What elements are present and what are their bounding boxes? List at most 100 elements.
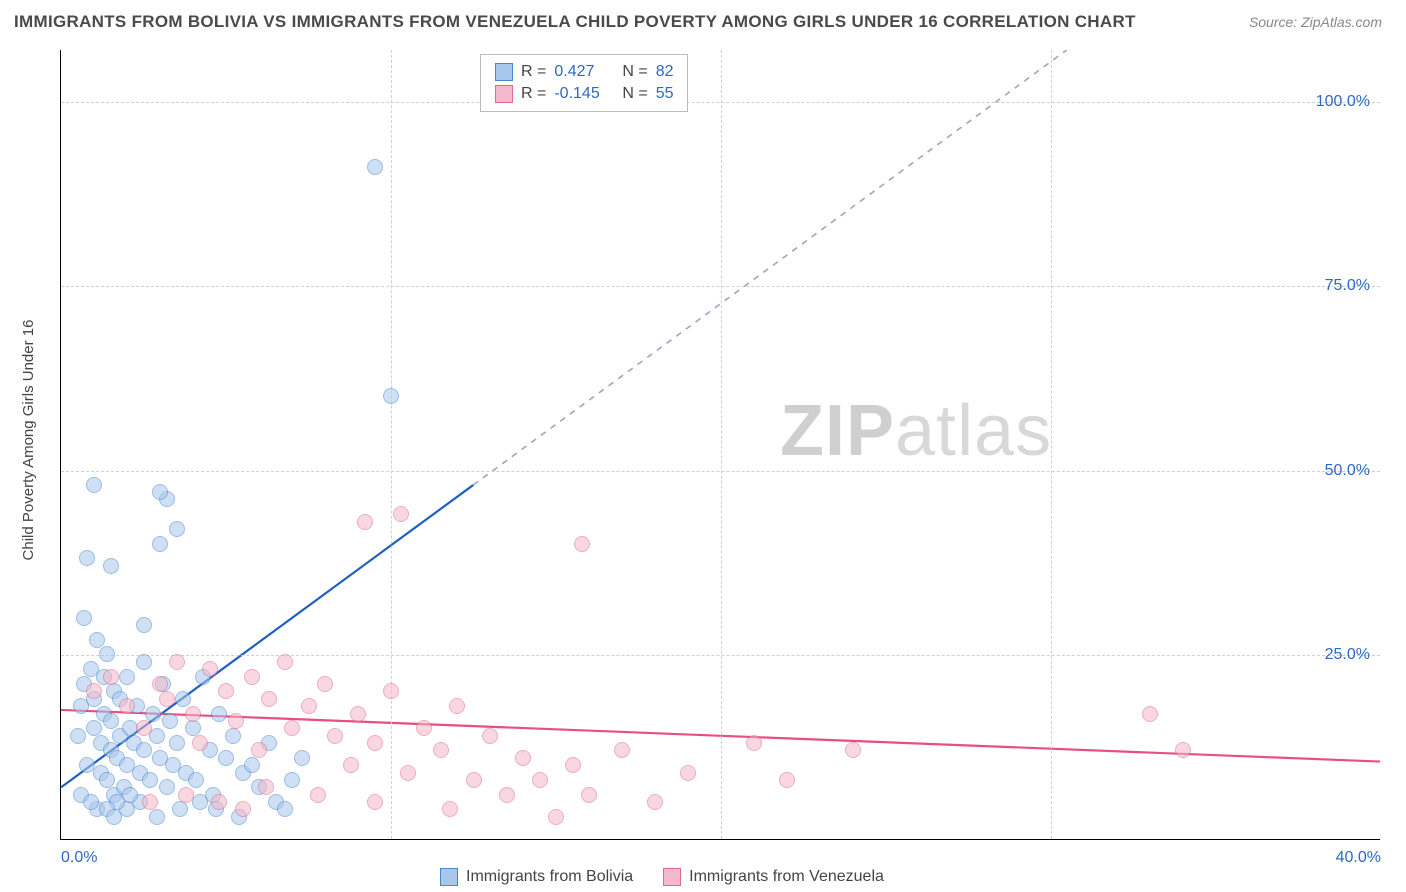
- scatter-point: [261, 691, 277, 707]
- scatter-point: [218, 750, 234, 766]
- x-tick-label: 0.0%: [61, 849, 97, 867]
- scatter-point: [258, 779, 274, 795]
- scatter-point: [202, 661, 218, 677]
- scatter-point: [845, 742, 861, 758]
- scatter-point: [228, 713, 244, 729]
- scatter-point: [218, 683, 234, 699]
- y-tick-label: 100.0%: [1316, 93, 1370, 111]
- scatter-point: [400, 765, 416, 781]
- scatter-point: [136, 720, 152, 736]
- scatter-point: [103, 669, 119, 685]
- scatter-point: [169, 735, 185, 751]
- scatter-point: [357, 514, 373, 530]
- scatter-point: [159, 779, 175, 795]
- scatter-point: [244, 669, 260, 685]
- scatter-point: [277, 801, 293, 817]
- scatter-point: [581, 787, 597, 803]
- scatter-point: [367, 794, 383, 810]
- scatter-point: [416, 720, 432, 736]
- legend-series: Immigrants from Bolivia Immigrants from V…: [440, 868, 884, 886]
- legend-n-label: N =: [622, 85, 647, 103]
- scatter-point: [185, 706, 201, 722]
- scatter-point: [175, 691, 191, 707]
- legend-series-label: Immigrants from Venezuela: [689, 868, 884, 886]
- scatter-point: [393, 506, 409, 522]
- scatter-point: [89, 632, 105, 648]
- scatter-point: [86, 720, 102, 736]
- scatter-point: [119, 698, 135, 714]
- y-axis-label: Child Poverty Among Girls Under 16: [20, 320, 37, 561]
- scatter-point: [79, 550, 95, 566]
- scatter-point: [119, 669, 135, 685]
- legend-stat-row: R =-0.145N =55: [495, 83, 673, 105]
- scatter-point: [211, 794, 227, 810]
- watermark: ZIPatlas: [780, 390, 1052, 472]
- scatter-point: [482, 728, 498, 744]
- scatter-point: [251, 742, 267, 758]
- legend-r-value: 0.427: [554, 63, 614, 81]
- scatter-point: [294, 750, 310, 766]
- scatter-point: [149, 809, 165, 825]
- scatter-point: [76, 610, 92, 626]
- legend-series-item: Immigrants from Venezuela: [663, 868, 884, 886]
- plot-area: 25.0%50.0%75.0%100.0%0.0%40.0%: [60, 50, 1380, 840]
- scatter-point: [574, 536, 590, 552]
- scatter-point: [142, 772, 158, 788]
- legend-series-item: Immigrants from Bolivia: [440, 868, 633, 886]
- scatter-point: [70, 728, 86, 744]
- scatter-point: [565, 757, 581, 773]
- scatter-point: [103, 558, 119, 574]
- scatter-point: [192, 735, 208, 751]
- x-tick-label: 40.0%: [1336, 849, 1381, 867]
- scatter-point: [383, 388, 399, 404]
- scatter-point: [136, 654, 152, 670]
- scatter-point: [152, 676, 168, 692]
- y-tick-label: 25.0%: [1325, 646, 1370, 664]
- scatter-point: [178, 787, 194, 803]
- scatter-point: [122, 787, 138, 803]
- legend-stats: R =0.427N =82R =-0.145N =55: [480, 54, 688, 112]
- scatter-point: [103, 713, 119, 729]
- legend-swatch-icon: [495, 85, 513, 103]
- scatter-point: [86, 683, 102, 699]
- scatter-point: [327, 728, 343, 744]
- scatter-point: [442, 801, 458, 817]
- scatter-point: [284, 772, 300, 788]
- scatter-point: [367, 159, 383, 175]
- scatter-point: [142, 794, 158, 810]
- scatter-point: [169, 521, 185, 537]
- scatter-point: [244, 757, 260, 773]
- scatter-point: [99, 772, 115, 788]
- scatter-point: [310, 787, 326, 803]
- scatter-point: [136, 617, 152, 633]
- scatter-point: [515, 750, 531, 766]
- scatter-point: [284, 720, 300, 736]
- gridline-v: [391, 50, 392, 839]
- legend-r-value: -0.145: [554, 85, 614, 103]
- scatter-point: [680, 765, 696, 781]
- scatter-point: [433, 742, 449, 758]
- scatter-point: [172, 801, 188, 817]
- scatter-point: [449, 698, 465, 714]
- scatter-point: [350, 706, 366, 722]
- legend-swatch-icon: [440, 868, 458, 886]
- chart-title: IMMIGRANTS FROM BOLIVIA VS IMMIGRANTS FR…: [14, 12, 1136, 32]
- legend-r-label: R =: [521, 63, 546, 81]
- scatter-point: [367, 735, 383, 751]
- scatter-point: [152, 536, 168, 552]
- scatter-point: [169, 654, 185, 670]
- source-label: Source: ZipAtlas.com: [1249, 14, 1382, 30]
- scatter-point: [211, 706, 227, 722]
- legend-series-label: Immigrants from Bolivia: [466, 868, 633, 886]
- scatter-point: [159, 691, 175, 707]
- scatter-point: [647, 794, 663, 810]
- scatter-point: [1175, 742, 1191, 758]
- scatter-point: [301, 698, 317, 714]
- scatter-point: [746, 735, 762, 751]
- legend-r-label: R =: [521, 85, 546, 103]
- legend-n-value: 82: [656, 63, 674, 81]
- scatter-point: [83, 794, 99, 810]
- scatter-point: [532, 772, 548, 788]
- scatter-point: [466, 772, 482, 788]
- scatter-point: [185, 720, 201, 736]
